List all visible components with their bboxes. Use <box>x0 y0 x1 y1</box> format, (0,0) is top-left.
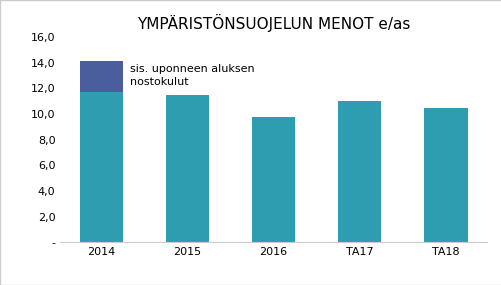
Bar <box>252 117 295 242</box>
Text: sis. uponneen aluksen
nostokulut: sis. uponneen aluksen nostokulut <box>129 64 254 87</box>
Title: YMPÄRISTÖNSUOJELUN MENOT e/as: YMPÄRISTÖNSUOJELUN MENOT e/as <box>137 14 409 32</box>
Bar <box>424 108 466 242</box>
Bar <box>165 95 208 242</box>
Bar <box>338 101 381 242</box>
Bar <box>80 92 122 242</box>
Bar <box>80 62 122 92</box>
